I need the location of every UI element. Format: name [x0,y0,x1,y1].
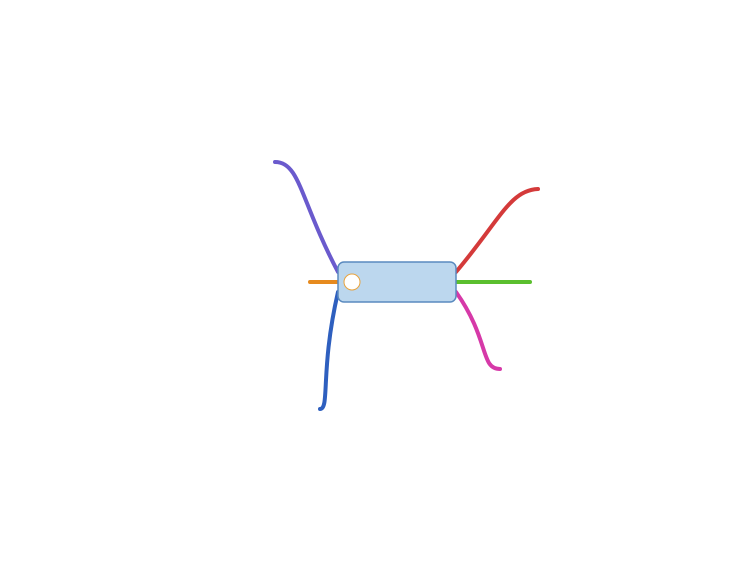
handshake-icon [344,274,360,290]
